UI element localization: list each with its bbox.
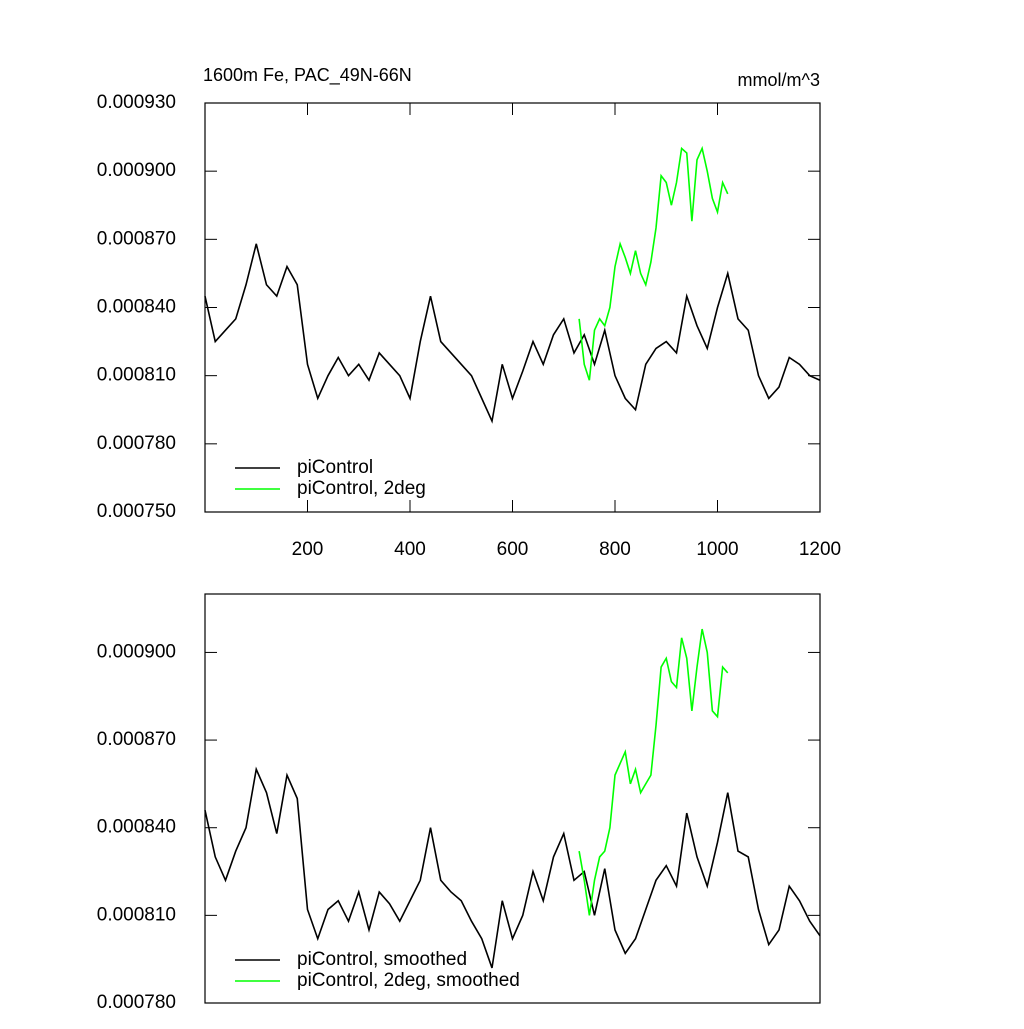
y-tick-label: 0.000840 bbox=[97, 817, 176, 838]
legend-label: piControl, 2deg bbox=[297, 478, 426, 499]
y-tick-label: 0.000750 bbox=[97, 501, 176, 522]
x-tick-label: 1000 bbox=[696, 539, 738, 560]
x-tick-label: 600 bbox=[497, 539, 529, 560]
x-tick-label: 200 bbox=[292, 539, 324, 560]
data-line bbox=[578, 145, 729, 381]
y-tick-label: 0.000840 bbox=[97, 297, 176, 318]
x-tick-label: 800 bbox=[599, 539, 631, 560]
legend-label: piControl bbox=[297, 457, 373, 478]
y-tick-label: 0.000780 bbox=[97, 433, 176, 454]
legend-label: piControl, 2deg, smoothed bbox=[297, 970, 520, 991]
legend-label: piControl, smoothed bbox=[297, 949, 467, 970]
y-tick-label: 0.000810 bbox=[97, 904, 176, 925]
y-tick-label: 0.000780 bbox=[97, 992, 176, 1013]
y-tick-label: 0.000900 bbox=[97, 160, 176, 181]
plot-frame bbox=[204, 102, 821, 513]
data-line bbox=[204, 766, 821, 969]
x-tick-label: 1200 bbox=[799, 539, 841, 560]
y-tick-label: 0.000870 bbox=[97, 729, 176, 750]
data-line bbox=[204, 243, 821, 424]
chart-title: 1600m Fe, PAC_49N-66N bbox=[203, 65, 412, 86]
x-tick-label: 400 bbox=[394, 539, 426, 560]
y-tick-label: 0.000810 bbox=[97, 365, 176, 386]
y-tick-label: 0.000870 bbox=[97, 228, 176, 249]
data-line bbox=[578, 628, 729, 916]
y-tick-label: 0.000900 bbox=[97, 641, 176, 662]
plot-frame bbox=[204, 593, 821, 1004]
units-label: mmol/m^3 bbox=[738, 70, 820, 90]
y-tick-label: 0.000930 bbox=[97, 92, 176, 113]
